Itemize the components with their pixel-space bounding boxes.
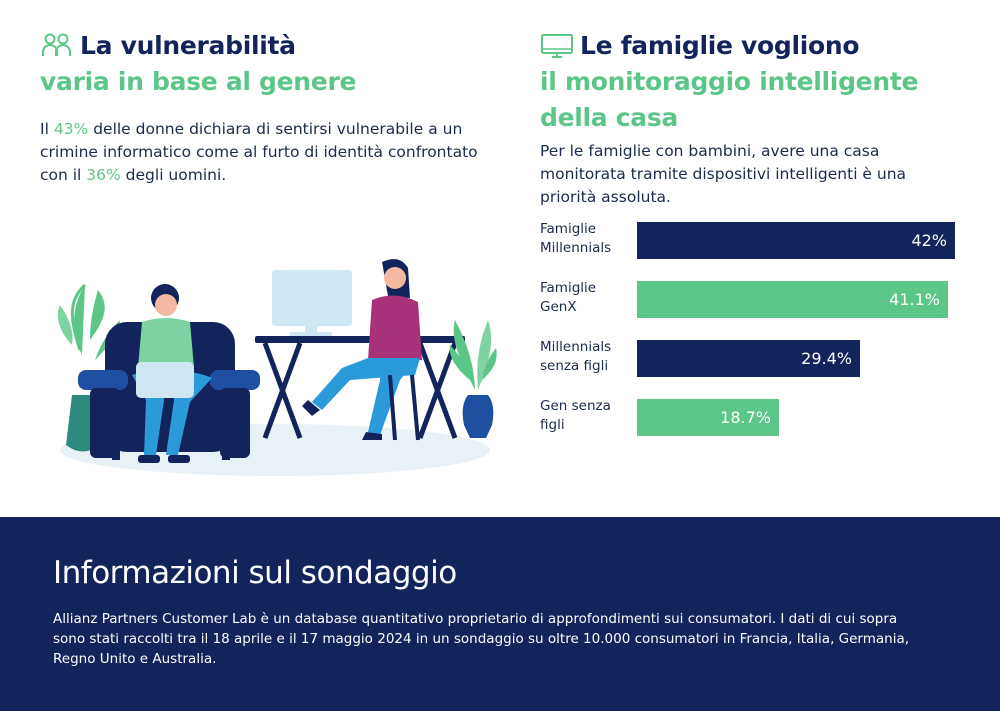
man-with-laptop bbox=[132, 284, 212, 463]
smart-home-heading-line2: il monitoraggio intelligente bbox=[540, 67, 919, 96]
smart-home-section: Le famiglie vogliono il monitoraggio int… bbox=[540, 28, 980, 209]
bar-row: Famiglie Millennials 42% bbox=[540, 220, 960, 279]
bar: 29.4% bbox=[637, 340, 860, 377]
bar: 41.1% bbox=[637, 281, 948, 318]
vulnerability-heading-line1: La vulnerabilità bbox=[80, 31, 296, 60]
para-suffix: degli uomini. bbox=[120, 166, 227, 184]
monitor-icon bbox=[541, 34, 573, 58]
vulnerability-heading-line2: varia in base al genere bbox=[40, 67, 357, 96]
bar-row: Famiglie GenX 41.1% bbox=[540, 279, 960, 338]
para-mid: delle donne dichiara di sentirsi vulnera… bbox=[40, 120, 478, 184]
bar-value-label: 41.1% bbox=[889, 290, 940, 309]
woman-at-desk bbox=[302, 259, 422, 441]
smart-home-heading-line3: della casa bbox=[540, 103, 679, 132]
survey-info-title: Informazioni sul sondaggio bbox=[53, 555, 457, 591]
vulnerability-paragraph: Il 43% delle donne dichiara di sentirsi … bbox=[40, 118, 480, 187]
bar-category-label: Gen senza figli bbox=[540, 398, 611, 433]
vulnerability-heading: La vulnerabilità bbox=[40, 28, 500, 64]
bar-value-label: 29.4% bbox=[801, 349, 852, 368]
bar-row: Gen senza figli 18.7% bbox=[540, 397, 960, 456]
men-percentage: 36% bbox=[86, 166, 121, 184]
plant-right bbox=[449, 320, 497, 438]
women-percentage: 43% bbox=[53, 120, 89, 138]
workspace-illustration bbox=[57, 259, 497, 476]
smart-home-paragraph: Per le famiglie con bambini, avere una c… bbox=[540, 142, 907, 206]
bar: 18.7% bbox=[637, 399, 779, 436]
survey-info-footer: Informazioni sul sondaggio Allianz Partn… bbox=[0, 517, 1000, 711]
vulnerability-section: La vulnerabilità varia in base al genere… bbox=[40, 28, 500, 187]
bar-category-label: Famiglie GenX bbox=[540, 280, 597, 315]
bar-value-label: 42% bbox=[911, 231, 947, 250]
bar-value-label: 18.7% bbox=[720, 408, 771, 427]
smart-home-heading: Le famiglie vogliono bbox=[540, 28, 980, 64]
desk-monitor bbox=[272, 270, 352, 336]
desk bbox=[255, 336, 465, 439]
people-icon bbox=[42, 33, 71, 56]
smart-home-heading-line1: Le famiglie vogliono bbox=[580, 31, 860, 60]
priority-bar-chart: Famiglie Millennials 42% Famiglie GenX 41.1% M… bbox=[540, 220, 960, 456]
bar-category-label: Famiglie Millennials bbox=[540, 221, 612, 256]
bar: 42% bbox=[637, 222, 955, 259]
bar-category-label: Millennials senza figli bbox=[540, 339, 612, 374]
survey-info-text: Allianz Partners Customer Lab è un datab… bbox=[53, 611, 910, 667]
para-prefix: Il bbox=[40, 120, 54, 138]
bar-row: Millennials senza figli 29.4% bbox=[540, 338, 960, 397]
